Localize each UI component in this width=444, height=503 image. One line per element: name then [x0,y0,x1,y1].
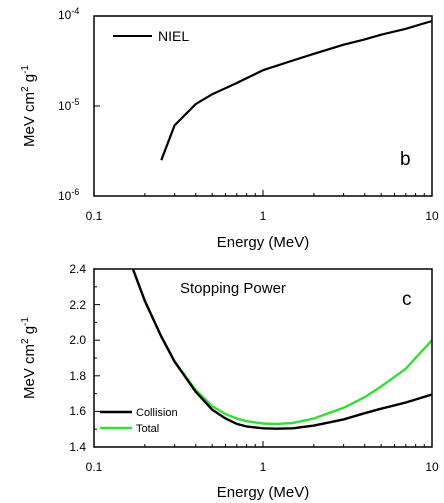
series-line-collision [131,268,433,430]
y-tick-label-c-2.2: 2.2 [69,298,86,312]
x-tick-label-b-1: 1 [260,209,267,223]
y-tick-exponent: -4 [71,6,79,16]
y-tick-label-b-1e-6: 10-6 [58,187,79,203]
y-tick-label-c-2.4: 2.4 [69,262,86,276]
tick-marks-c [93,268,425,448]
y-tick-exponent: -6 [71,187,79,197]
y-tick-label-b-1e-5: 10-5 [58,97,79,113]
y-axis-label-exp-neg1: -1 [20,65,31,74]
y-axis-label-exp-2: 2 [20,338,31,344]
y-axis-label-unit-part: MeV cm [21,344,38,399]
x-tick-label-b-2: 10 [425,209,439,223]
y-axis-label-exp-neg1: -1 [20,317,31,326]
panel-c: 2.4 2.2 2.0 1.8 1.6 1.4 0.1 1 10 Energy … [20,262,439,501]
panel-label-b: b [400,149,411,170]
y-tick-base: 10 [58,8,72,22]
y-axis-label-b: MeV cm2 g-1 [20,65,38,147]
y-axis-label-g: g [21,74,38,87]
x-tick-label-c-1: 1 [260,460,267,474]
y-tick-exponent: -5 [71,97,79,107]
y-axis-label-g: g [21,326,38,339]
x-tick-label-c-0: 0.1 [86,460,103,474]
x-tick-label-c-2: 10 [425,460,439,474]
y-tick-base: 10 [58,189,72,203]
tick-marks-b [93,15,425,197]
panel-b: 10-4 10-5 10-6 0.1 1 10 Energy (MeV) MeV… [20,6,439,251]
stopping-power-series-group [131,268,433,430]
x-axis-label-c: Energy (MeV) [217,484,310,501]
x-tick-label-b-0: 0.1 [86,209,103,223]
y-axis-label-unit-part: MeV cm [21,92,38,147]
niel-series-group [160,19,433,161]
y-tick-label-c-1.4: 1.4 [69,440,86,454]
panel-label-c: c [402,289,412,310]
y-tick-base: 10 [58,99,72,113]
y-tick-label-b-1e-4: 10-4 [58,6,79,22]
y-tick-label-c-2.0: 2.0 [69,333,86,347]
legend-label-niel: NIEL [158,28,189,44]
plot-frame-b [93,15,433,197]
y-axis-label-exp-2: 2 [20,86,31,92]
y-tick-label-c-1.8: 1.8 [69,369,86,383]
legend-label-collision: Collision [136,407,178,419]
y-tick-label-c-1.6: 1.6 [69,404,86,418]
series-line-niel [160,19,433,161]
stopping-power-annotation: Stopping Power [180,280,286,297]
x-axis-label-b: Energy (MeV) [217,234,310,251]
legend-label-total: Total [136,423,159,435]
y-axis-label-c: MeV cm2 g-1 [20,317,38,399]
